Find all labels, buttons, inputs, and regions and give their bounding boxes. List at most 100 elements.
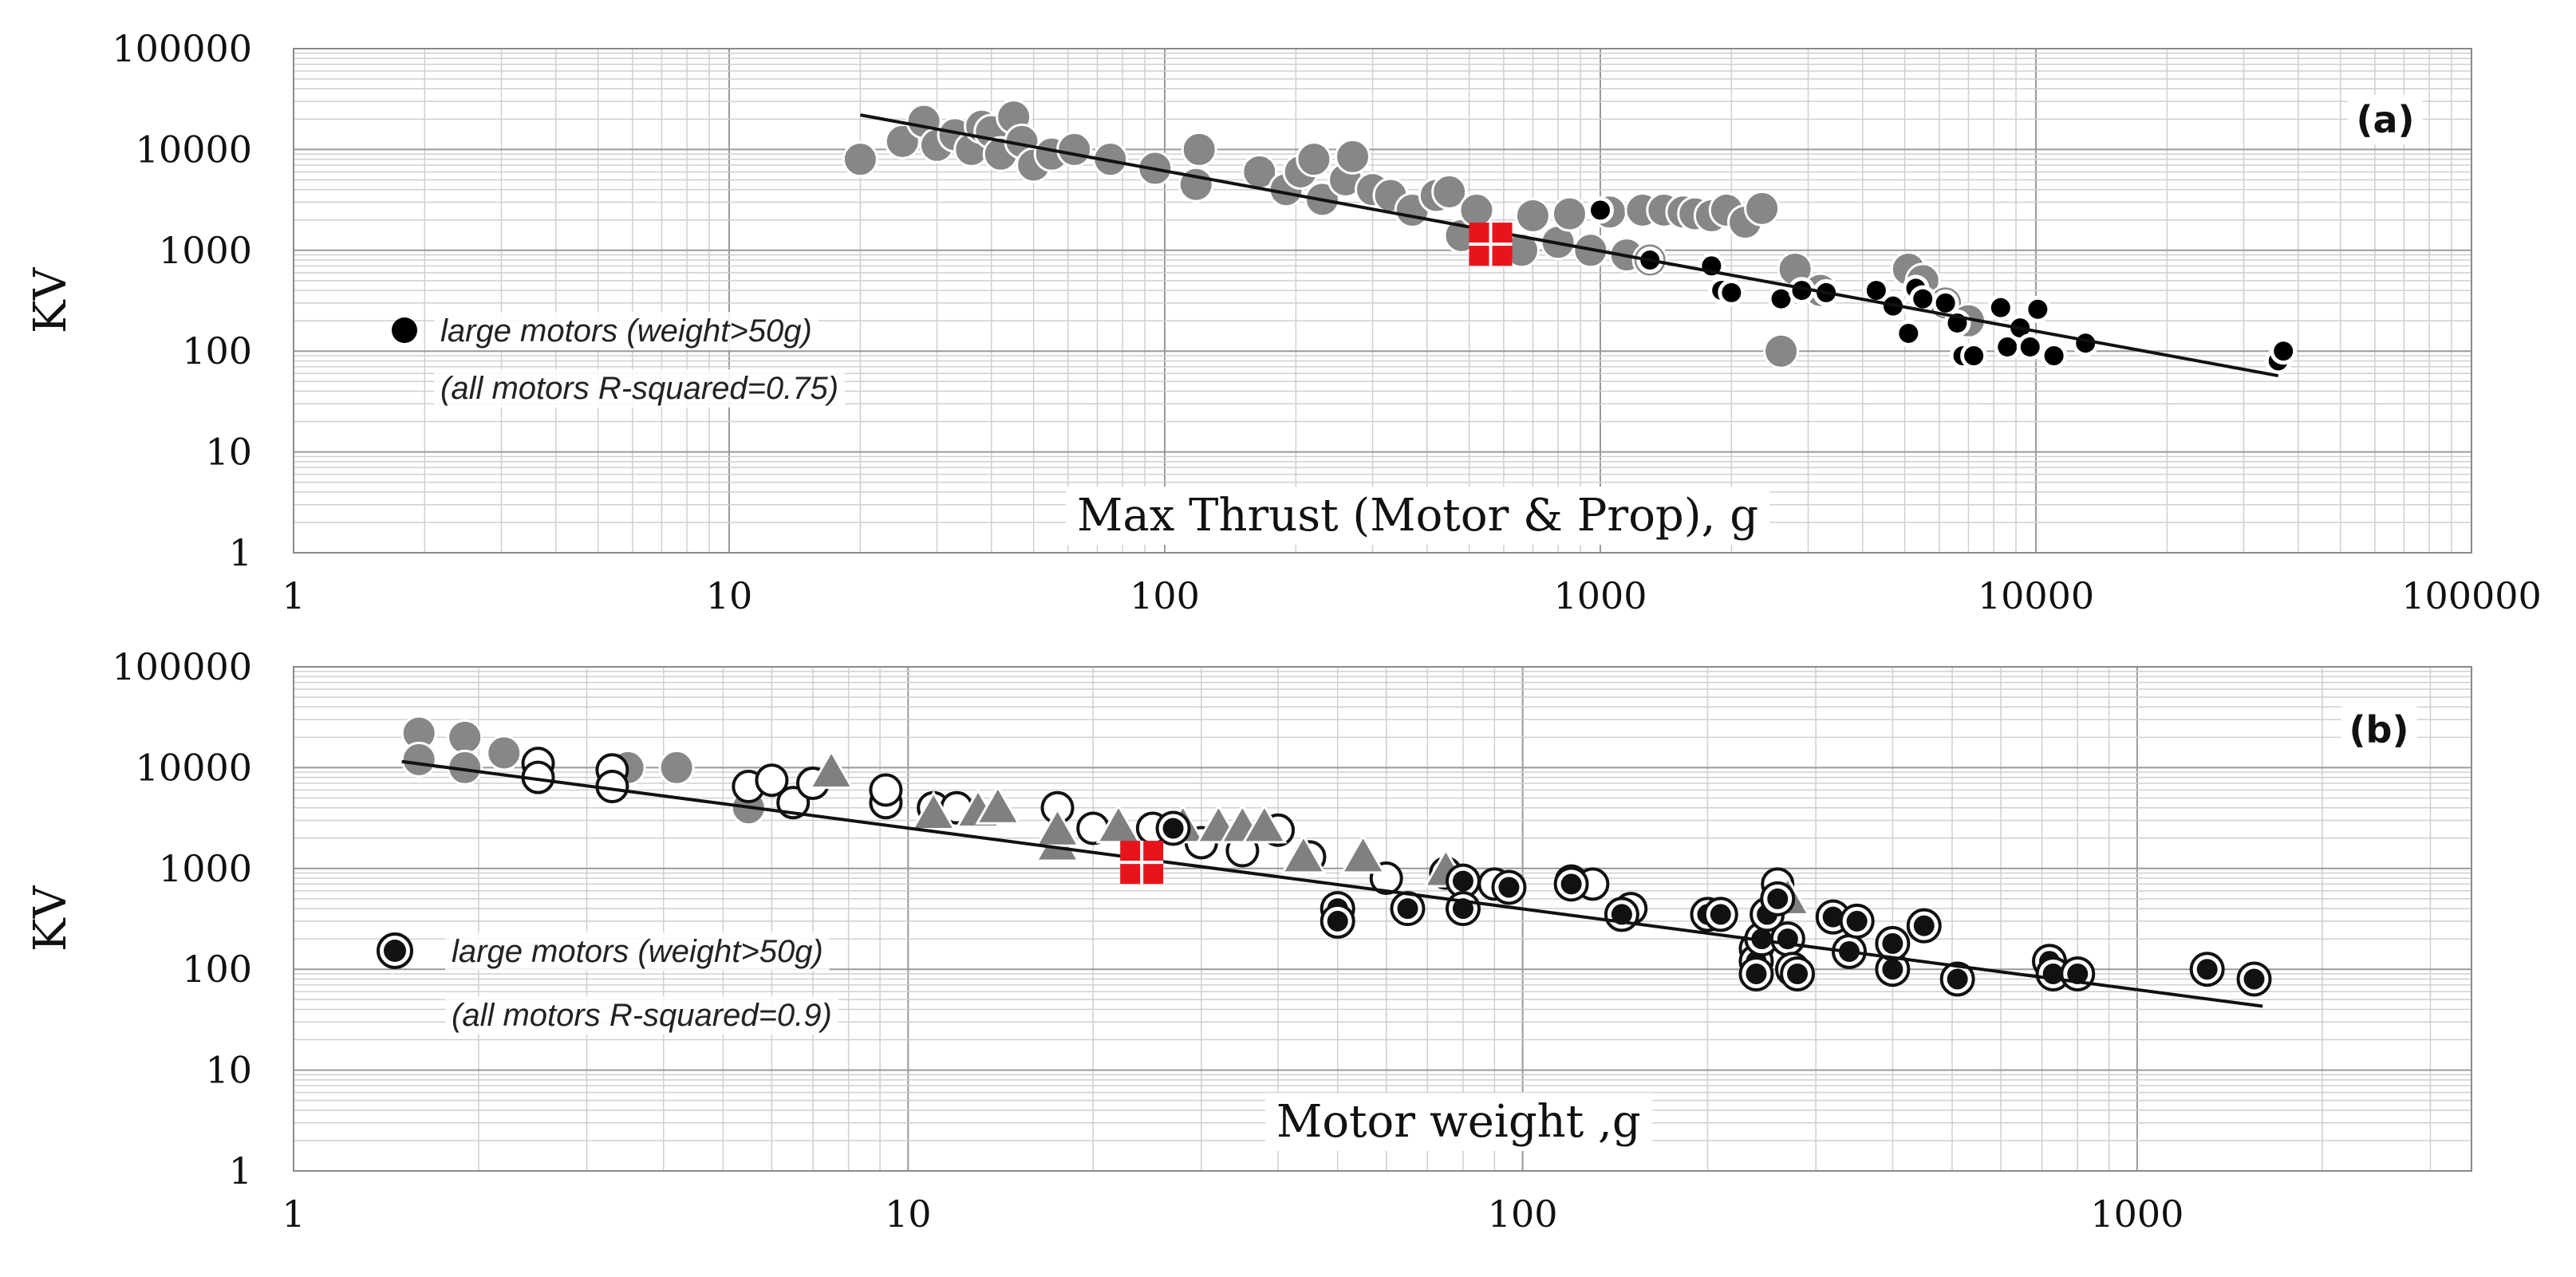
legend-bg <box>434 312 819 350</box>
data-point <box>1452 870 1473 892</box>
x-tick-label: 100 <box>1488 1192 1558 1236</box>
legend-bg <box>445 932 830 971</box>
panel-label: (b) <box>2349 708 2409 751</box>
panel-label: (a) <box>2356 98 2414 141</box>
legend-marker <box>392 317 417 343</box>
data-point <box>2243 968 2265 990</box>
data-point <box>776 786 811 820</box>
panel-label-bg <box>2341 705 2417 755</box>
panel-label-bg <box>2348 95 2423 144</box>
data-point <box>1034 806 1081 847</box>
data-point <box>1280 834 1327 874</box>
data-point <box>1935 293 1955 313</box>
trend-line <box>860 113 2279 378</box>
plot-frame <box>293 48 2472 554</box>
data-point <box>1882 932 1903 954</box>
data-point <box>1947 968 1968 990</box>
data-point <box>1882 959 1903 980</box>
data-point <box>1763 333 1800 369</box>
data-point <box>1722 282 1742 302</box>
data-point <box>2196 959 2218 980</box>
data-point <box>1899 323 1919 343</box>
data-point <box>400 741 437 778</box>
data-point <box>808 749 854 790</box>
data-point <box>486 735 523 771</box>
data-point <box>869 773 903 807</box>
data-point <box>1340 834 1387 874</box>
y-axis-label: KV <box>25 885 77 952</box>
x-tick-label: 10 <box>885 1192 932 1236</box>
data-point <box>2274 341 2294 361</box>
y-tick-label: 10000 <box>136 746 252 789</box>
data-point <box>1431 174 1468 211</box>
data-point <box>1787 963 1809 984</box>
data-point <box>1181 131 1217 168</box>
highlight-marker <box>1120 841 1164 885</box>
data-point <box>1744 190 1781 227</box>
data-point <box>1746 963 1767 984</box>
trend-line <box>401 759 2263 1008</box>
data-point <box>2020 337 2040 357</box>
data-point <box>1397 898 1418 920</box>
y-tick-label: 100 <box>182 329 252 372</box>
data-point <box>658 749 695 786</box>
y-tick-label: 1 <box>229 531 252 574</box>
data-point <box>2067 963 2089 984</box>
data-point <box>1458 192 1495 229</box>
y-tick-label: 1 <box>229 1149 252 1192</box>
data-point <box>755 763 789 798</box>
y-tick-label: 10 <box>205 1049 252 1092</box>
y-tick-label: 100000 <box>112 645 252 688</box>
y-axis-label: KV <box>25 266 77 333</box>
data-point <box>1998 337 2018 357</box>
data-point <box>1771 289 1791 309</box>
x-tick-label: 10 <box>706 574 753 617</box>
panel-b: 1 10 100 1000 10000 100000 1 10 100 1000 KV Motor w… <box>25 645 2472 1236</box>
data-point <box>1822 906 1844 928</box>
x-tick-label: 100 <box>1130 574 1200 617</box>
data-point <box>1710 904 1731 925</box>
data-point <box>1452 898 1473 920</box>
legend-label: large motors (weight>50g) <box>440 313 812 349</box>
legend-bg <box>445 996 838 1035</box>
data-point <box>1913 289 1933 309</box>
data-point <box>2044 345 2064 365</box>
x-tick-label: 1000 <box>2090 1192 2183 1236</box>
data-point <box>1335 138 1371 175</box>
data-point <box>1514 198 1551 235</box>
legend-note: (all motors R-squared=0.9) <box>452 998 832 1033</box>
data-point <box>975 784 1021 825</box>
x-tick-label: 10000 <box>1978 574 2094 617</box>
panel-a: 1 10 100 1000 10000 100000 1 10 100 1000 10000 1000… <box>25 27 2542 617</box>
y-tick-label: 10 <box>205 431 252 474</box>
y-tick-label: 1000 <box>159 847 252 890</box>
data-point <box>1990 298 2010 317</box>
y-tick-label: 1000 <box>159 229 252 272</box>
data-point <box>1913 915 1935 936</box>
x-axis-label-bg <box>1265 1093 1652 1151</box>
x-tick-label: 1 <box>282 574 305 617</box>
data-point <box>1056 131 1093 168</box>
legend-label: large motors (weight>50g) <box>452 934 823 969</box>
data-point <box>1241 803 1288 844</box>
data-point <box>842 141 878 178</box>
x-tick-label: 1 <box>282 1192 305 1236</box>
data-point <box>1327 910 1348 932</box>
y-tick-label: 10000 <box>136 128 252 171</box>
data-point <box>1551 195 1588 232</box>
data-point <box>1560 873 1582 895</box>
y-tick-label: 100000 <box>112 27 252 70</box>
data-point <box>1866 281 1886 301</box>
data-point <box>1591 200 1610 220</box>
x-tick-label: 1000 <box>1553 574 1647 617</box>
data-point <box>1498 877 1520 898</box>
data-point <box>1296 141 1332 178</box>
legend-bg <box>434 369 846 408</box>
data-point <box>1611 904 1632 925</box>
data-point <box>1095 803 1142 844</box>
data-point <box>2028 299 2048 319</box>
data-point <box>910 790 957 831</box>
y-tick-label: 100 <box>182 948 252 991</box>
legend-note: (all motors R-squared=0.75) <box>440 371 838 406</box>
